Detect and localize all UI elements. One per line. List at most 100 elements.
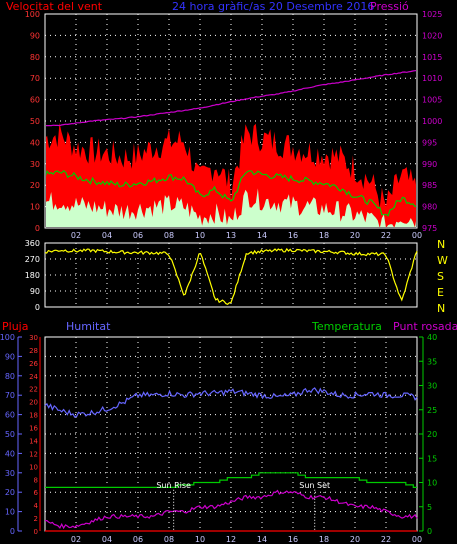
- wind-y-tick-label: 70: [30, 74, 40, 83]
- wind-series-group: [46, 69, 416, 227]
- temperature-y-tick-label: 30: [427, 382, 437, 391]
- wind-direction-line: [44, 247, 418, 305]
- pressure-y-tick-label: 985: [422, 181, 437, 190]
- wind-x-tick-label: 20: [350, 231, 360, 240]
- humidity-x-tick-label: 18: [319, 535, 329, 544]
- wind-y-tick-label: 90: [30, 31, 40, 40]
- wind-y-tick-label: 30: [30, 160, 40, 169]
- rain-y-tick-label: 30: [29, 334, 38, 342]
- rain-y-tick-label: 20: [29, 399, 38, 407]
- humidity-x-tick-label: 02: [71, 535, 81, 544]
- rain-y-tick-label: 2: [34, 515, 38, 523]
- temperature-y-tick-label: 20: [427, 430, 437, 439]
- dewpoint-line: [45, 489, 418, 530]
- humidity-x-tick-label: 20: [350, 535, 360, 544]
- temperature-y-tick-label: 0: [427, 527, 432, 536]
- rain-y-tick-label: 0: [34, 528, 38, 536]
- compass-label-s: S: [437, 270, 444, 283]
- humidity-y-tick-label: 80: [5, 372, 15, 381]
- temperature-y-tick-label: 25: [427, 406, 437, 415]
- direction-y-tick-label: 180: [25, 271, 40, 280]
- humidity-x-tick-label: 00: [412, 535, 422, 544]
- humidity-y-tick-label: 30: [5, 469, 15, 478]
- wind-y-tick-label: 0: [35, 224, 40, 233]
- wind-y-tick-label: 10: [30, 203, 40, 212]
- pressure-title: Pressió: [370, 0, 409, 13]
- rain-y-tick-label: 22: [29, 386, 38, 394]
- wind-x-tick-label: 04: [102, 231, 112, 240]
- temperature-y-tick-label: 5: [427, 503, 432, 512]
- rain-y-tick-label: 26: [29, 360, 38, 368]
- humidity-title: Humitat: [66, 320, 111, 333]
- rain-y-tick-label: 8: [34, 476, 38, 484]
- pressure-y-tick-label: 990: [422, 160, 437, 169]
- compass-label-n-top: N: [437, 238, 445, 251]
- wind-average-line: [46, 169, 416, 217]
- wind-y-tick-label: 50: [30, 117, 40, 126]
- humidity-y-tick-label: 20: [5, 488, 15, 497]
- direction-y-tick-label: 0: [35, 303, 40, 312]
- pressure-y-tick-label: 1010: [422, 74, 442, 83]
- temperature-title: Temperatura: [311, 320, 382, 333]
- wind-x-tick-label: 10: [195, 231, 205, 240]
- wind-y-tick-label: 20: [30, 181, 40, 190]
- humidity-x-tick-label: 14: [257, 535, 267, 544]
- humidity-x-tick-label: 12: [226, 535, 236, 544]
- wind-y-tick-label: 100: [25, 10, 40, 19]
- pressure-y-tick-label: 1000: [422, 117, 442, 126]
- rain-y-tick-label: 12: [29, 450, 38, 458]
- rain-y-tick-label: 14: [29, 437, 38, 445]
- humidity-y-tick-label: 40: [5, 449, 15, 458]
- wind-x-tick-label: 16: [288, 231, 298, 240]
- direction-y-tick-label: 360: [25, 239, 40, 248]
- humidity-y-tick-label: 60: [5, 411, 15, 420]
- humidity-x-tick-label: 10: [195, 535, 205, 544]
- pressure-line: [46, 69, 416, 127]
- pressure-y-tick-label: 995: [422, 138, 437, 147]
- rain-y-tick-label: 24: [29, 373, 38, 381]
- temperature-y-tick-label: 15: [427, 454, 437, 463]
- date-title: 24 hora gràfic/as 20 Desembre 2016: [172, 0, 374, 13]
- humidity-x-tick-label: 22: [381, 535, 391, 544]
- humidity-y-tick-label: 100: [0, 333, 15, 342]
- pressure-y-tick-label: 1025: [422, 10, 442, 19]
- rain-title: Pluja: [2, 320, 28, 333]
- compass-label-e: E: [437, 286, 444, 299]
- sunset-label: Sun Set: [299, 481, 330, 490]
- rain-y-tick-label: 6: [34, 489, 39, 497]
- humidity-y-tick-label: 10: [5, 508, 15, 517]
- dewpoint-title: Punt rosada: [393, 320, 457, 333]
- wind-x-tick-label: 06: [133, 231, 143, 240]
- humidity-line: [44, 387, 418, 418]
- humidity-y-tick-label: 70: [5, 391, 15, 400]
- temperature-y-tick-label: 35: [427, 357, 437, 366]
- wind-y-tick-label: 60: [30, 96, 40, 105]
- rain-y-tick-label: 28: [29, 347, 38, 355]
- wind-gust-area: [46, 122, 416, 227]
- compass-label-w: W: [437, 254, 448, 267]
- humidity-x-tick-label: 16: [288, 535, 298, 544]
- wind-y-tick-label: 80: [30, 53, 40, 62]
- direction-y-tick-label: 270: [25, 255, 40, 264]
- pressure-y-tick-label: 1005: [422, 96, 442, 105]
- temperature-line: [45, 472, 417, 488]
- wind-x-tick-label: 00: [412, 231, 422, 240]
- wind-y-tick-label: 40: [30, 138, 40, 147]
- humidity-y-tick-label: 90: [5, 352, 15, 361]
- direction-y-tick-label: 90: [30, 287, 40, 296]
- rain-y-tick-label: 10: [29, 463, 38, 471]
- pressure-y-tick-label: 1015: [422, 53, 442, 62]
- rain-y-tick-label: 4: [34, 502, 39, 510]
- wind-low-area: [46, 188, 416, 227]
- humidity-y-tick-label: 0: [10, 527, 15, 536]
- rain-y-tick-label: 16: [29, 425, 38, 433]
- compass-label-n-bottom: N: [437, 302, 445, 315]
- humidity-x-tick-label: 08: [164, 535, 174, 544]
- rain-y-tick-label: 18: [29, 412, 38, 420]
- pressure-y-tick-label: 1020: [422, 31, 442, 40]
- temperature-y-tick-label: 10: [427, 479, 437, 488]
- wind-x-tick-label: 22: [381, 231, 391, 240]
- wind-x-tick-label: 02: [71, 231, 81, 240]
- pressure-y-tick-label: 975: [422, 224, 437, 233]
